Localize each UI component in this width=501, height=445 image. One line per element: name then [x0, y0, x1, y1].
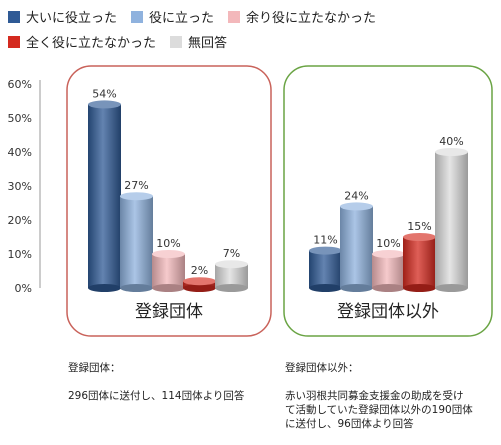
data-label: 24%	[344, 189, 368, 202]
bar-body	[435, 152, 468, 288]
category-label: 登録団体	[135, 302, 203, 322]
legend-row-2: 全く役に立たなかった 無回答	[8, 32, 227, 51]
bar-base	[372, 284, 405, 292]
bar-cap	[152, 250, 185, 258]
bar-body	[309, 250, 342, 288]
bar	[340, 202, 373, 292]
bar-body	[88, 104, 121, 289]
data-label: 11%	[313, 234, 337, 247]
note-title: 登録団体：	[68, 362, 121, 374]
bar-body	[372, 254, 405, 288]
bar-base	[152, 284, 185, 292]
legend-label: 余り役に立たなかった	[246, 11, 377, 26]
y-tick-label: 10%	[8, 248, 32, 261]
legend-label: 大いに役立った	[26, 11, 118, 26]
data-label: 54%	[92, 87, 116, 100]
legend-label: 無回答	[188, 36, 228, 51]
bar	[183, 277, 216, 292]
legend-item: 無回答	[170, 32, 227, 51]
bar-cap	[309, 246, 342, 255]
legend-swatch	[8, 10, 20, 23]
bar-chart: 0% 10% 20% 30% 40% 50% 60% 登録団体 登録団体以外 54% 27% 10…	[8, 65, 493, 337]
bar-cap	[435, 148, 468, 156]
bar-body	[152, 254, 185, 288]
legend-swatch	[170, 35, 183, 48]
data-label: 27%	[124, 179, 148, 192]
legend-item: 余り役に立たなかった	[228, 7, 376, 26]
bar-base	[340, 284, 373, 292]
bar	[152, 250, 185, 292]
bar-body	[120, 196, 153, 288]
bar	[403, 233, 436, 292]
bar-body	[403, 237, 436, 288]
y-tick-label: 0%	[15, 282, 32, 295]
bar-cap	[88, 100, 121, 109]
bar	[88, 100, 121, 292]
data-label: 7%	[223, 247, 240, 260]
data-label: 40%	[439, 135, 463, 148]
bar-base	[309, 284, 342, 292]
bar-cap	[183, 277, 216, 286]
bar-base	[435, 284, 468, 292]
bar	[120, 192, 153, 292]
bar-base	[403, 284, 436, 292]
note-title: 登録団体以外：	[285, 362, 359, 374]
legend-item: 大いに役立った	[8, 7, 117, 26]
legend-row-1: 大いに役立った 役に立った 余り役に立たなかった	[8, 7, 376, 26]
y-tick-label: 40%	[8, 146, 32, 159]
note-body: 296団体に送付し、114団体より回答	[68, 390, 245, 402]
note-registered: 登録団体： 296団体に送付し、114団体より回答	[68, 347, 244, 417]
bar	[215, 260, 248, 292]
legend-item: 全く役に立たなかった	[8, 32, 156, 51]
y-tick-label: 30%	[8, 180, 32, 193]
legend-swatch	[228, 10, 241, 23]
legend-label: 役に立った	[149, 11, 215, 26]
legend-item: 役に立った	[131, 7, 214, 26]
data-label: 15%	[407, 220, 431, 233]
note-nonregistered: 登録団体以外： 赤い羽根共同募金支援金の助成を受け て活動していた登録団体以外の…	[285, 347, 473, 445]
bar	[372, 250, 405, 292]
data-label: 10%	[376, 237, 400, 250]
data-label: 2%	[191, 264, 208, 277]
bar-cap	[372, 250, 405, 258]
bar-cap	[340, 202, 373, 211]
bar-body	[340, 206, 373, 288]
bar-base	[183, 284, 216, 292]
legend-label: 全く役に立たなかった	[26, 36, 157, 51]
bar	[435, 148, 468, 292]
bar-cap	[120, 192, 153, 201]
bar	[309, 246, 342, 292]
bar-base	[88, 284, 121, 292]
y-tick-label: 50%	[8, 112, 32, 125]
bar-base	[120, 284, 153, 292]
data-label: 10%	[156, 237, 180, 250]
category-label: 登録団体以外	[337, 302, 439, 322]
y-tick-label: 60%	[8, 78, 32, 91]
legend-swatch	[131, 10, 144, 23]
bar-cap	[403, 233, 436, 241]
bar-body	[215, 264, 248, 288]
legend-swatch	[8, 35, 20, 48]
y-tick-label: 20%	[8, 214, 32, 227]
note-body: 赤い羽根共同募金支援金の助成を受け て活動していた登録団体以外の190団体 に送…	[285, 390, 473, 430]
bar-cap	[215, 260, 248, 269]
bar-base	[215, 284, 248, 292]
